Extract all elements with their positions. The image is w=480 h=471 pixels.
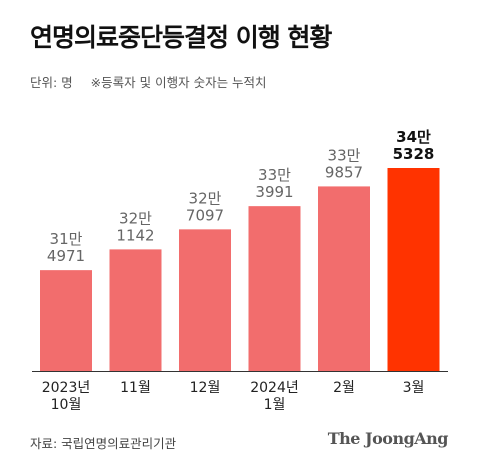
category-label-1: 2023년 10월 xyxy=(42,380,91,413)
value-label-1: 31만 4971 xyxy=(47,230,85,265)
category-label-3: 12월 xyxy=(190,380,221,396)
cumulative-note: ※등록자 및 이행자 숫자는 누적치 xyxy=(90,75,267,90)
chart-title: 연명의료중단등결정 이행 현황 xyxy=(30,23,332,52)
source-note: 자료: 국립연명의료관리기관 xyxy=(30,436,177,451)
bar-6 xyxy=(387,168,440,371)
category-label-2: 11월 xyxy=(120,380,151,396)
chart-subtitle: 단위: 명 ※등록자 및 이행자 숫자는 누적치 xyxy=(30,72,281,91)
unit-note: 단위: 명 xyxy=(30,75,73,90)
value-label-2: 32만 1142 xyxy=(116,209,154,244)
bar-2 xyxy=(109,249,162,371)
bar-1 xyxy=(40,270,92,371)
category-label-6: 3월 xyxy=(403,380,425,396)
bar-5 xyxy=(318,186,370,371)
brand-logo: The JoongAng xyxy=(327,429,449,448)
bar-3 xyxy=(179,229,231,371)
value-label-5: 33만 9857 xyxy=(325,146,363,181)
category-label-5: 2월 xyxy=(333,380,355,396)
value-label-3: 32만 7097 xyxy=(186,189,224,224)
value-label-4: 33만 3991 xyxy=(255,166,293,201)
value-label-6: 34만 5328 xyxy=(393,128,435,163)
category-label-4: 2024년 1월 xyxy=(250,380,299,413)
bar-4 xyxy=(248,206,301,371)
